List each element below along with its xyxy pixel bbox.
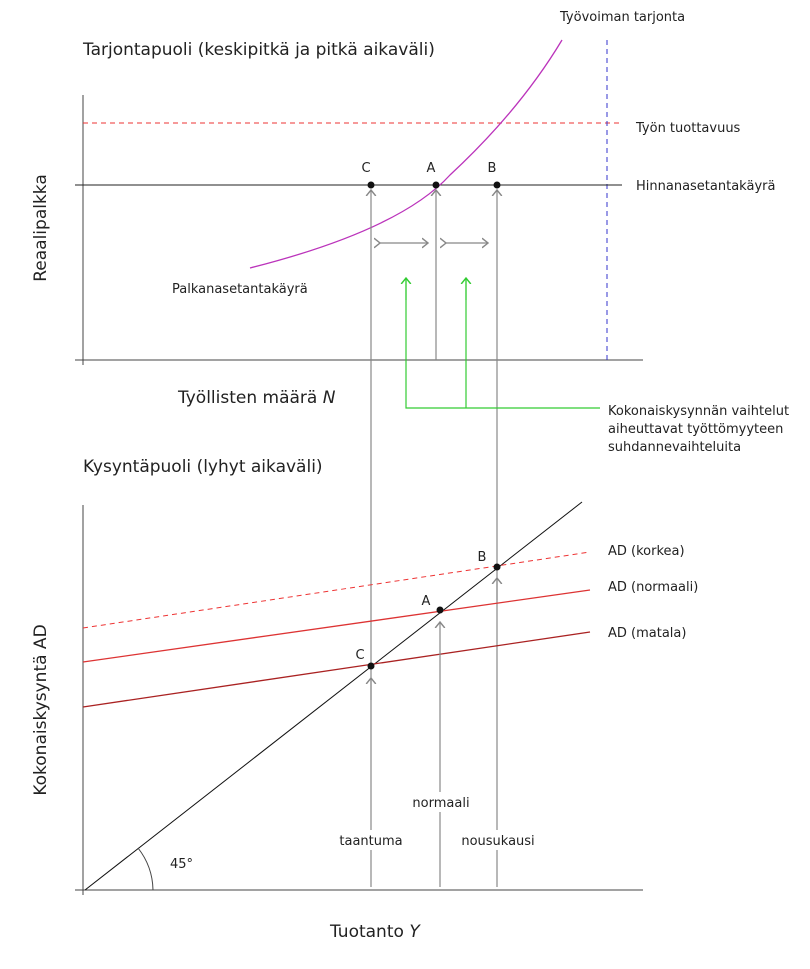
x-label: Tuotanto Y: [329, 922, 421, 942]
label-bg: [405, 792, 477, 812]
green-lines: [405, 278, 600, 409]
point: [493, 563, 501, 571]
ad-high: [82, 551, 591, 629]
title: Kysyntäpuoli (lyhyt aikaväli): [83, 457, 323, 477]
label: Palkanasetantakäyrä: [172, 282, 308, 297]
label: normaali: [412, 796, 469, 811]
point: [367, 662, 375, 670]
angle-arc: [137, 847, 154, 891]
y-label: Reaalipalkka: [31, 174, 51, 282]
label-bg: [333, 830, 409, 850]
y-label: Kokonaiskysyntä AD: [31, 624, 51, 795]
title: Tarjontapuoli (keskipitkä ja pitkä aikav…: [82, 40, 435, 60]
label: AD (korkea): [608, 544, 685, 559]
point: [436, 606, 444, 614]
ad-low: [82, 631, 591, 708]
label: AD (matala): [608, 626, 686, 641]
point: [432, 181, 440, 189]
label: AD (normaali): [608, 580, 698, 595]
point-label: C: [361, 161, 370, 176]
point: [367, 181, 375, 189]
point-label: C: [355, 648, 364, 663]
label: Hinnanasetantakäyrä: [636, 179, 775, 194]
point-label: A: [422, 594, 431, 609]
annotation: aiheuttavat työttömyyteen: [608, 422, 783, 437]
label: nousukausi: [461, 834, 534, 849]
ad-normal: [82, 589, 591, 663]
point-label: B: [478, 550, 487, 565]
label: taantuma: [339, 834, 402, 849]
label: Työvoiman tarjonta: [559, 10, 685, 25]
x-label: Työllisten määrä N: [177, 388, 336, 408]
point-label: B: [488, 161, 497, 176]
angle-label: 45°: [170, 857, 193, 872]
label-bg: [456, 830, 540, 850]
point: [493, 181, 501, 189]
point-label: A: [427, 161, 436, 176]
label: Työn tuottavuus: [635, 121, 741, 136]
wage-setting-curve: [249, 39, 563, 269]
annotation: suhdannevaihteluita: [608, 440, 741, 455]
annotation: Kokonaiskysynnän vaihtelut: [608, 404, 789, 419]
